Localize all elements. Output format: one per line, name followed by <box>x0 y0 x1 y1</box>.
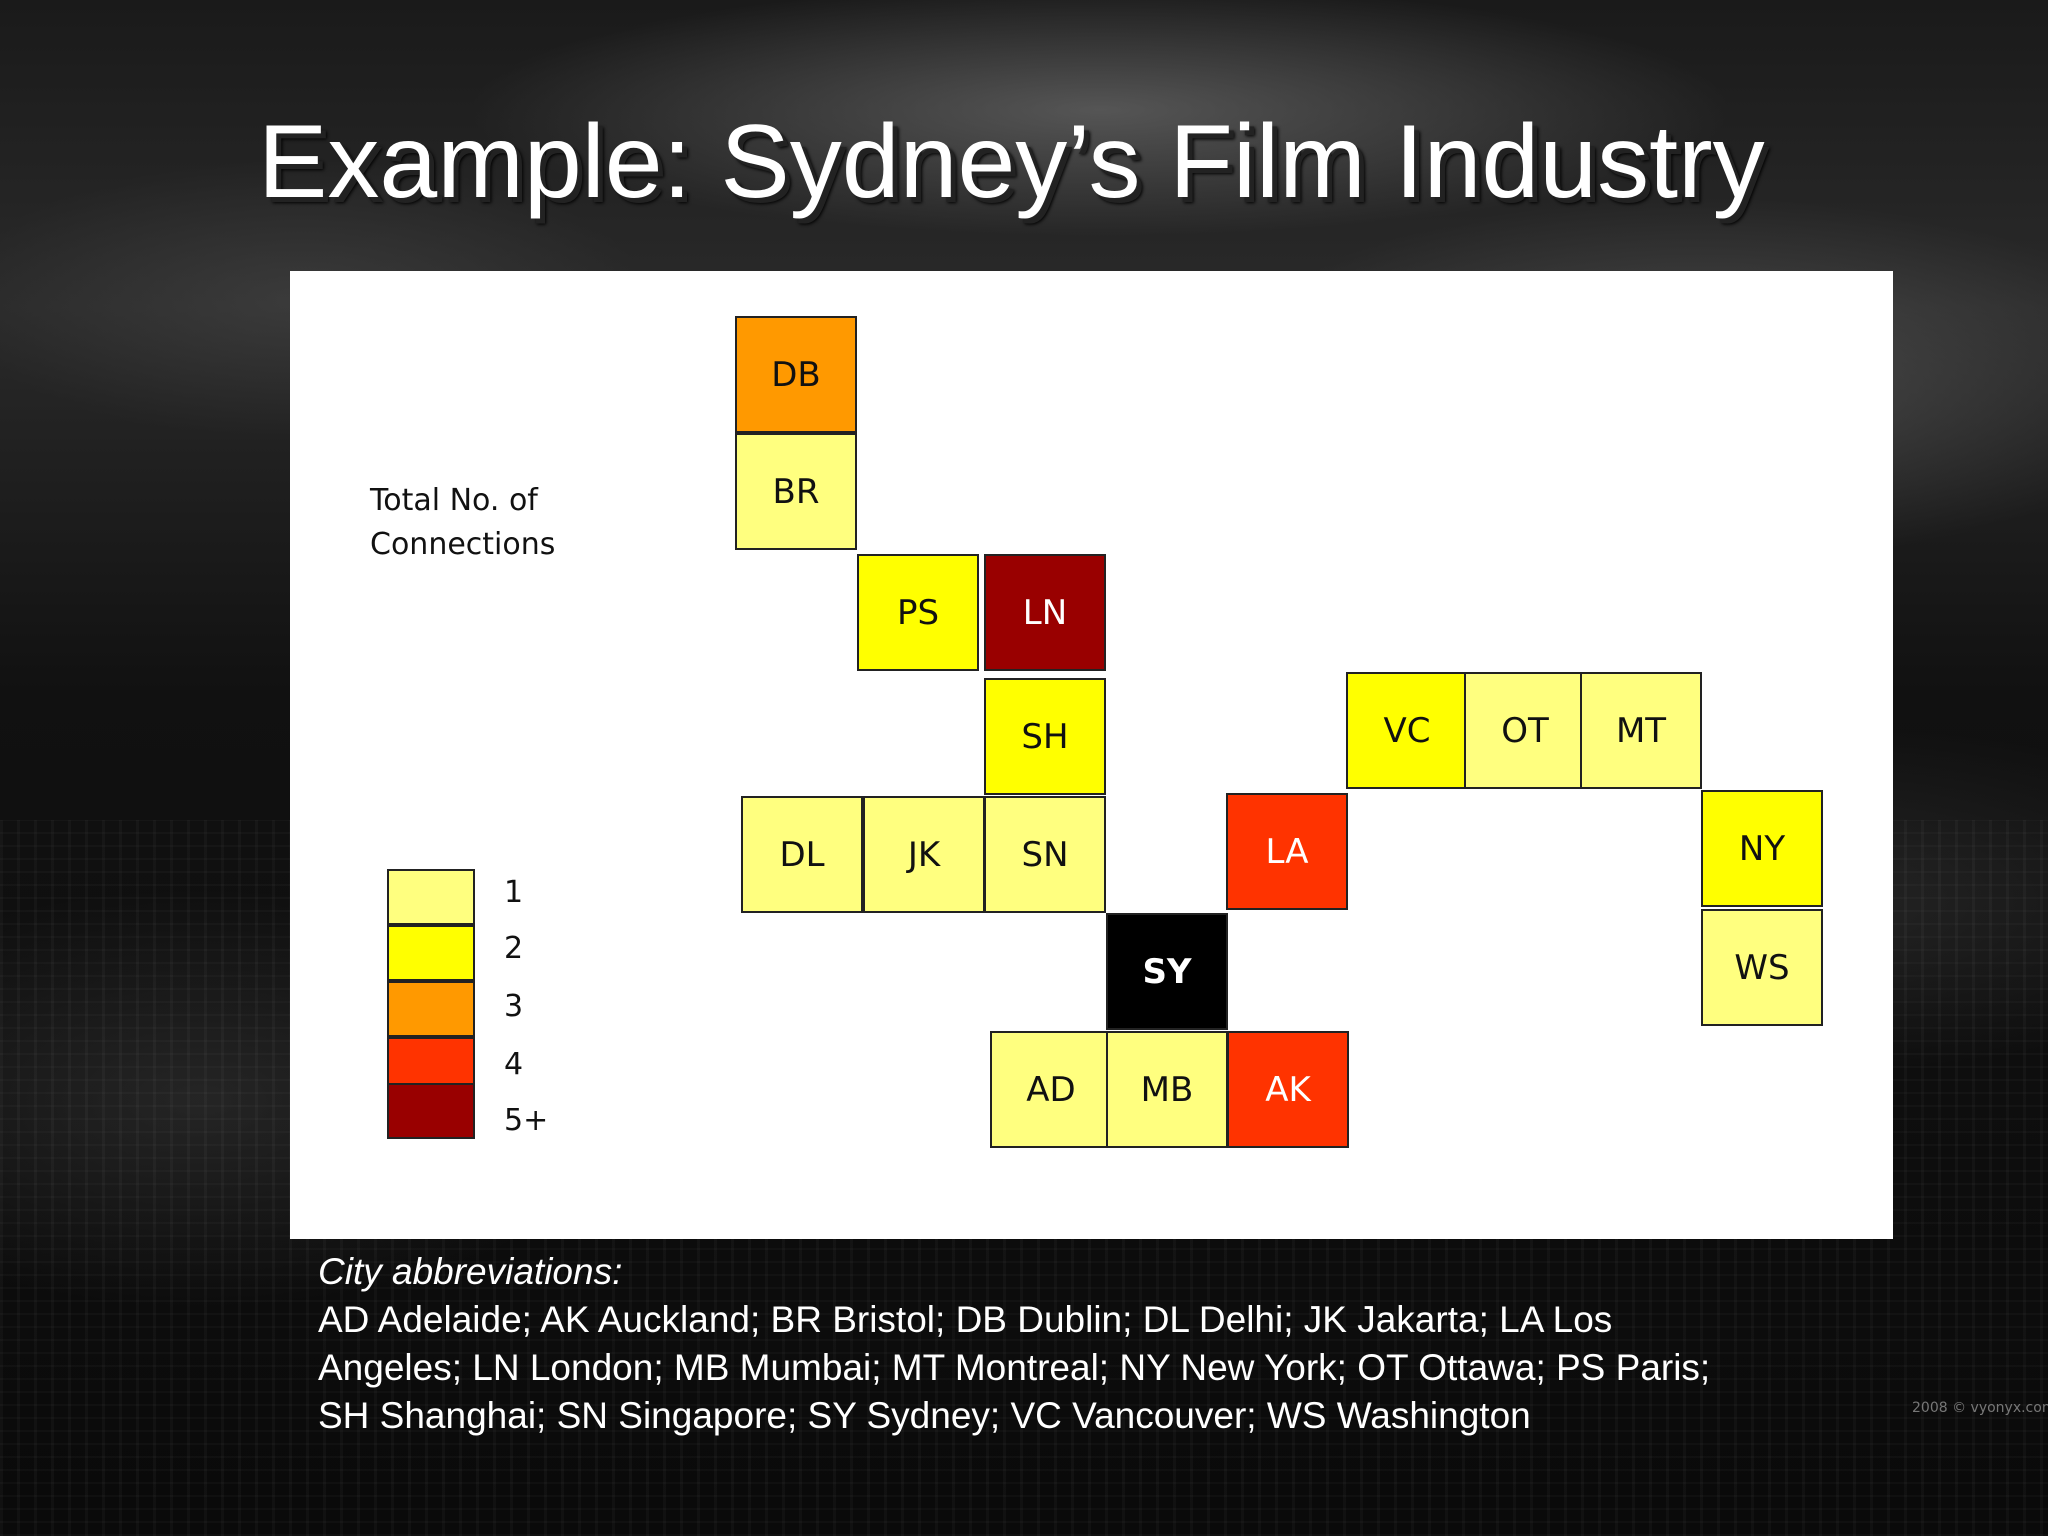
city-cell-la: LA <box>1226 793 1348 910</box>
caption-line-2: Angeles; LN London; MB Mumbai; MT Montre… <box>318 1347 1711 1388</box>
legend-swatch-1 <box>387 869 475 925</box>
legend-label-2: 2 <box>504 931 524 966</box>
city-cell-mt: MT <box>1580 672 1702 789</box>
legend-title-line-1: Total No. of <box>370 483 538 518</box>
city-cell-ny: NY <box>1701 790 1823 907</box>
watermark: 2008 © vyonyx.com <box>1912 1400 2048 1416</box>
caption-heading: City abbreviations: <box>318 1251 623 1292</box>
legend-swatch-5 <box>387 1083 475 1139</box>
legend-label-3: 3 <box>504 989 524 1024</box>
legend-title: Total No. of Connections <box>370 479 610 567</box>
city-cell-dl: DL <box>741 796 863 913</box>
legend-title-line-2: Connections <box>370 527 556 562</box>
city-cell-ad: AD <box>990 1031 1112 1148</box>
caption-line-3: SH Shanghai; SN Singapore; SY Sydney; VC… <box>318 1395 1531 1436</box>
city-cell-ak: AK <box>1227 1031 1349 1148</box>
city-cell-ln: LN <box>984 554 1106 671</box>
city-cell-ws: WS <box>1701 909 1823 1026</box>
city-cell-jk: JK <box>863 796 985 913</box>
legend-label-5: 5+ <box>504 1103 549 1138</box>
legend-swatch-2 <box>387 925 475 981</box>
city-cell-mb: MB <box>1106 1031 1228 1148</box>
legend-label-1: 1 <box>504 875 524 910</box>
legend-swatch-3 <box>387 981 475 1037</box>
city-abbreviations-caption: City abbreviations: AD Adelaide; AK Auck… <box>318 1248 1878 1440</box>
city-cell-ot: OT <box>1464 672 1586 789</box>
city-cell-ps: PS <box>857 554 979 671</box>
slide-title: Example: Sydney’s Film Industry <box>258 104 1765 220</box>
caption-line-1: AD Adelaide; AK Auckland; BR Bristol; DB… <box>318 1299 1613 1340</box>
hub-cell-sy: SY <box>1106 913 1228 1030</box>
legend-label-4: 4 <box>504 1047 524 1082</box>
city-cell-sh: SH <box>984 678 1106 795</box>
city-cell-br: BR <box>735 433 857 550</box>
city-cell-sn: SN <box>984 796 1106 913</box>
city-cell-vc: VC <box>1346 672 1468 789</box>
city-cell-db: DB <box>735 316 857 433</box>
